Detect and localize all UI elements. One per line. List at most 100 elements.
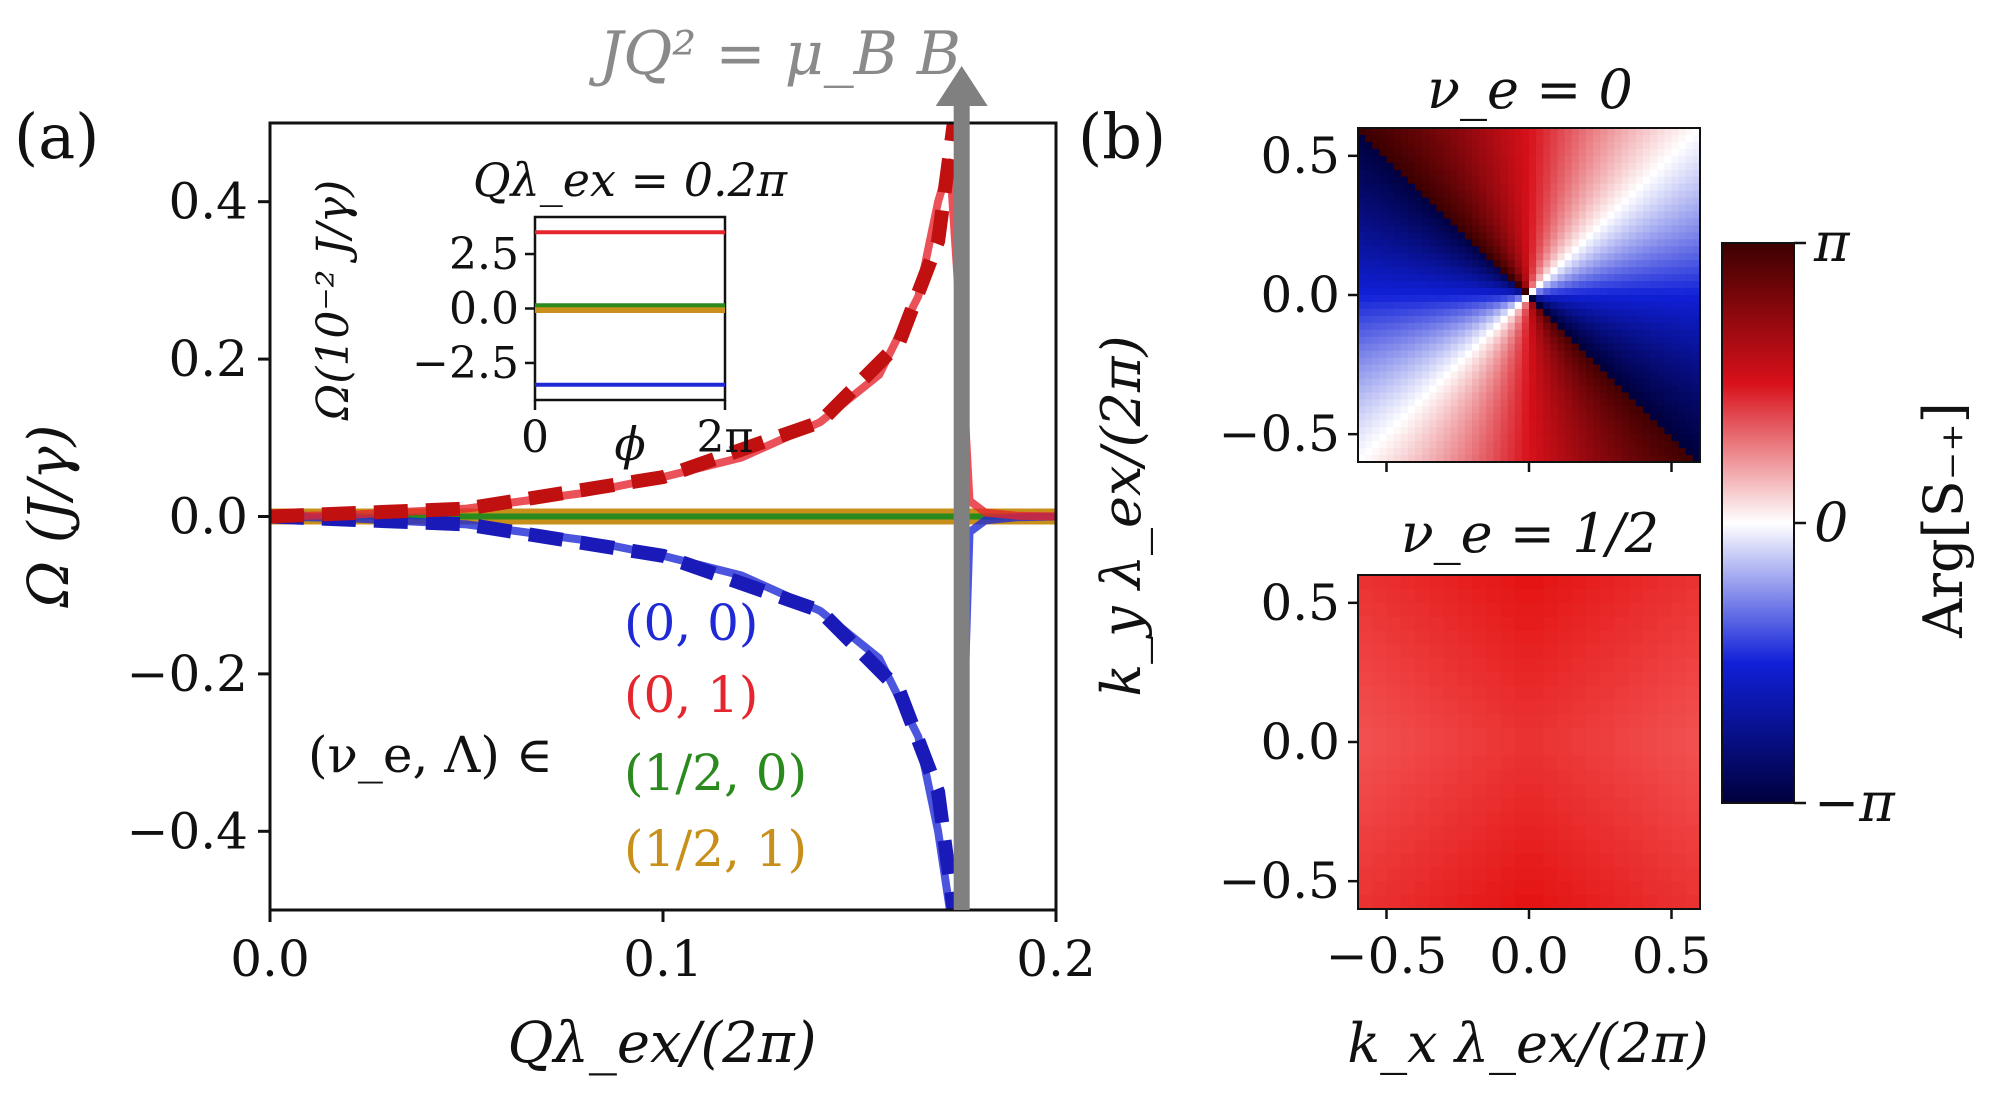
heatmap1-cell — [1614, 357, 1623, 366]
heatmap2-cell — [1571, 658, 1587, 674]
heatmap1-cell — [1436, 364, 1445, 373]
heatmap1-cell — [1393, 350, 1402, 359]
heatmap1-cell — [1550, 176, 1559, 185]
heatmap1-cell — [1479, 434, 1487, 442]
heatmap1-cell — [1557, 378, 1566, 387]
heatmap1-cell — [1543, 260, 1551, 268]
heatmap1-cell — [1507, 378, 1516, 387]
heatmap2-cell — [1514, 728, 1530, 743]
heatmap1-cell — [1415, 343, 1423, 352]
heatmap1-cell — [1429, 364, 1437, 373]
heatmap1-cell — [1664, 427, 1673, 435]
heatmap1-cell — [1379, 308, 1388, 317]
heatmap2-cell — [1486, 630, 1502, 646]
heatmap1-cell — [1457, 232, 1466, 240]
heatmap1-cell — [1450, 315, 1459, 324]
heatmap1-cell — [1457, 260, 1466, 268]
heatmap2-cell — [1429, 588, 1445, 604]
heatmap1-cell — [1429, 455, 1437, 462]
heatmap1-cell — [1650, 427, 1658, 435]
heatmap1-cell — [1628, 315, 1637, 324]
heatmap1-cell — [1657, 128, 1665, 136]
heatmap2-cell — [1671, 769, 1687, 785]
heatmap1-cell — [1400, 406, 1409, 414]
heatmap1-cell — [1621, 148, 1630, 157]
heatmap1-cell — [1500, 315, 1509, 324]
heatmap1-cell — [1643, 274, 1651, 282]
heatmap2-cell — [1529, 630, 1544, 646]
heatmap2-cell — [1557, 839, 1573, 854]
heatmap1-cell — [1415, 288, 1423, 296]
heatmap1-cell — [1365, 141, 1373, 150]
heatmap1-cell — [1386, 392, 1395, 400]
heatmap1-cell — [1643, 392, 1651, 400]
heatmap1-cell — [1685, 141, 1694, 150]
heatmap1-cell — [1643, 448, 1651, 456]
heatmap1-cell — [1365, 350, 1373, 359]
heatmap1-cell — [1436, 371, 1445, 380]
heatmap1-cell — [1372, 295, 1380, 303]
heatmap2-cell — [1657, 755, 1673, 771]
heatmap2-cell — [1557, 867, 1573, 882]
heatmap1-cell — [1564, 364, 1573, 373]
heatmap1-cell — [1386, 267, 1395, 275]
heatmap2-cell — [1486, 658, 1502, 674]
heatmap2-cell — [1685, 630, 1700, 646]
heatmap1-cell — [1593, 148, 1601, 157]
heatmap1-cell — [1650, 364, 1658, 373]
heatmap1-cell — [1557, 253, 1566, 261]
heatmap2-cell — [1628, 658, 1644, 674]
heatmap2-cell — [1685, 658, 1700, 674]
heatmap1-cell — [1400, 329, 1409, 338]
heatmap1-cell — [1422, 246, 1430, 254]
heatmap1-cell — [1521, 378, 1530, 387]
heatmap1-cell — [1379, 183, 1388, 192]
heatmap1-cell — [1564, 155, 1573, 164]
heatmap1-cell — [1521, 260, 1530, 268]
heatmap1-cell — [1678, 253, 1687, 261]
heatmap1-cell — [1650, 385, 1658, 394]
heatmap1-cell — [1493, 155, 1502, 164]
heatmap2-cell — [1486, 742, 1502, 757]
heatmap1-cell — [1443, 211, 1452, 220]
heatmap2-cell — [1586, 811, 1601, 827]
heatmap1-cell — [1429, 301, 1437, 310]
heatmap2-cell — [1600, 575, 1616, 590]
heatmap1-cell — [1415, 134, 1423, 143]
heatmap1-cell — [1593, 288, 1601, 296]
heatmap1-cell — [1607, 301, 1616, 310]
heatmap2-cell — [1600, 630, 1616, 646]
heatmap1-cell — [1400, 301, 1409, 310]
heatmap1-cell — [1415, 455, 1423, 462]
heatmap1-cell — [1479, 455, 1487, 462]
heatmap1-cell — [1457, 267, 1466, 275]
heatmap-ytick-label: 0.5 — [1260, 127, 1340, 185]
heatmap1-cell — [1593, 301, 1601, 310]
heatmap1-cell — [1457, 183, 1466, 192]
heatmap1-cell — [1657, 239, 1665, 247]
heatmap1-cell — [1479, 399, 1487, 407]
heatmap1-cell — [1621, 232, 1630, 240]
heatmap1-cell — [1400, 239, 1409, 247]
heatmap1-cell — [1493, 357, 1502, 366]
heatmap1-cell — [1557, 364, 1566, 373]
heatmap1-cell — [1386, 281, 1395, 289]
heatmap1-cell — [1614, 392, 1623, 400]
heatmap2-cell — [1671, 895, 1687, 909]
heatmap1-cell — [1429, 329, 1437, 338]
heatmap2-cell — [1415, 616, 1430, 632]
heatmap1-cell — [1358, 385, 1366, 394]
heatmap1-cell — [1379, 336, 1388, 345]
heatmap1-cell — [1422, 267, 1430, 275]
heatmap2-cell — [1472, 797, 1487, 813]
heatmap1-cell — [1550, 329, 1559, 338]
heatmap1-cell — [1472, 204, 1480, 213]
heatmap1-cell — [1571, 253, 1580, 261]
heatmap1-cell — [1507, 169, 1516, 178]
heatmap1-cell — [1543, 134, 1551, 143]
heatmap1-cell — [1678, 427, 1687, 435]
heatmap1-cell — [1650, 420, 1658, 428]
heatmap1-cell — [1464, 267, 1473, 275]
heatmap1-cell — [1678, 315, 1687, 324]
heatmap1-cell — [1657, 169, 1665, 178]
